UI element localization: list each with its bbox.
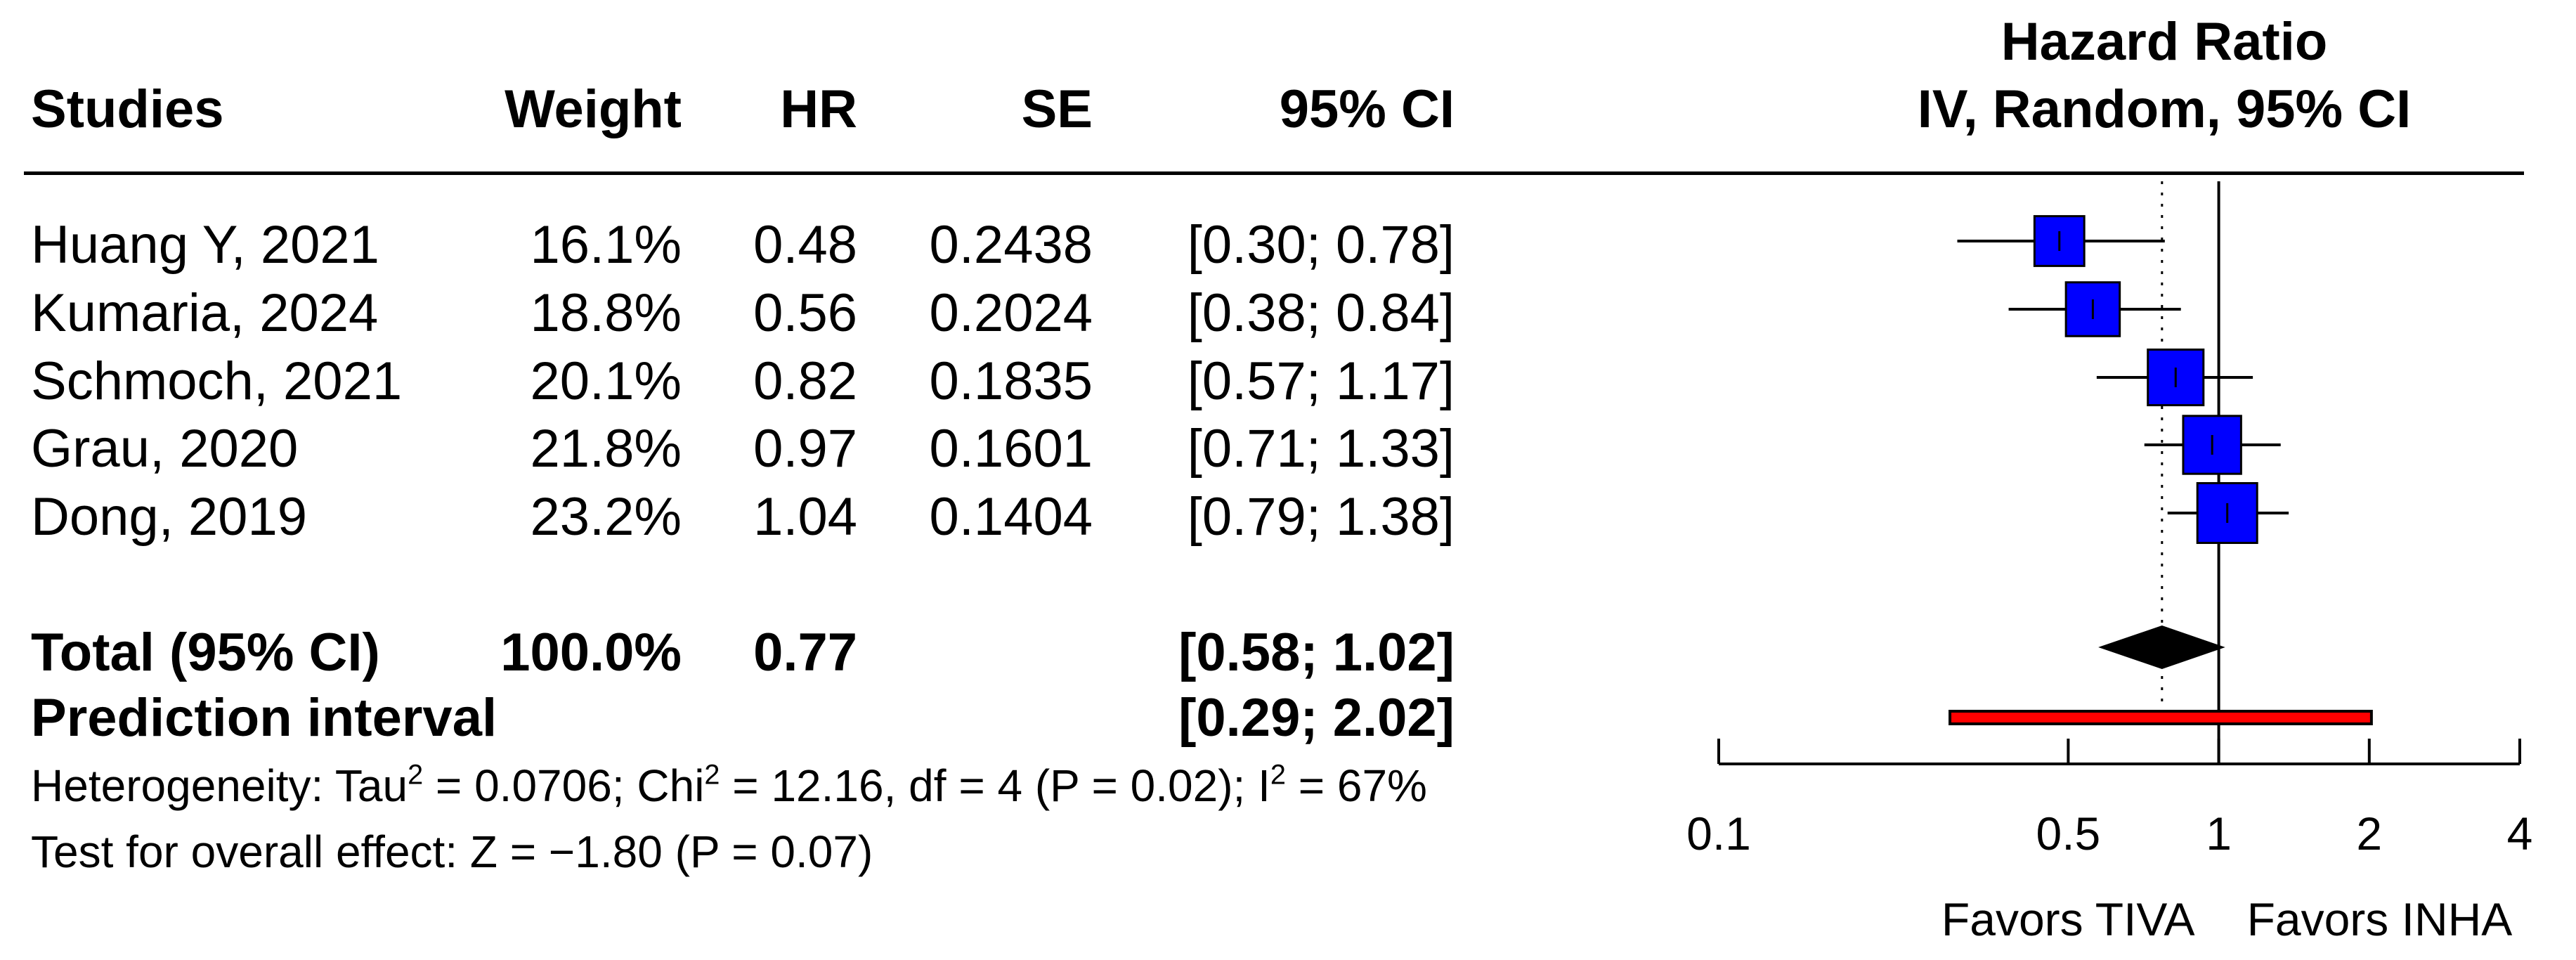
chi-value: = 12.16, df = 4 (P = 0.02); I [720, 760, 1270, 811]
study-box [2182, 415, 2242, 475]
header-weight: Weight [505, 79, 682, 139]
tau-value: = 0.0706; Chi [423, 760, 705, 811]
study-hr: 1.04 [753, 487, 857, 547]
pooled-diamond [2098, 625, 2225, 670]
plot-title-line-1: Hazard Ratio [2001, 12, 2328, 72]
study-hr: 0.97 [753, 419, 857, 479]
study-box [2033, 215, 2086, 267]
prediction-interval-bar [1949, 710, 2373, 725]
total-ci: [0.58; 1.02] [1178, 623, 1455, 682]
x-axis-tick-label: 2 [2356, 807, 2382, 860]
header-hr: HR [780, 79, 857, 139]
chi-exponent: 2 [704, 759, 720, 791]
x-axis-tick-label: 4 [2507, 807, 2533, 860]
study-weight: 16.1% [530, 215, 682, 275]
study-se: 0.1404 [929, 487, 1093, 547]
i-exponent: 2 [1270, 759, 1286, 791]
study-name: Huang Y, 2021 [31, 215, 379, 275]
prediction-label: Prediction interval [31, 688, 497, 748]
overall-effect-text: Test for overall effect: Z = −1.80 (P = … [31, 826, 873, 877]
study-weight: 21.8% [530, 419, 682, 479]
total-label: Total (95% CI) [31, 623, 380, 682]
study-se: 0.2438 [929, 215, 1093, 275]
study-box [2064, 281, 2121, 337]
study-weight: 23.2% [530, 487, 682, 547]
study-hr: 0.82 [753, 351, 857, 411]
study-se: 0.1601 [929, 419, 1093, 479]
study-name: Kumaria, 2024 [31, 283, 379, 343]
header-divider [24, 171, 2524, 175]
heterogeneity-text: Heterogeneity: Tau2 = 0.0706; Chi2 = 12.… [31, 760, 1427, 811]
study-se: 0.1835 [929, 351, 1093, 411]
tau-exponent: 2 [408, 759, 424, 791]
plot-title-line-2: IV, Random, 95% CI [1917, 79, 2412, 139]
favors-left-label: Favors TIVA [1941, 893, 2195, 945]
study-weight: 20.1% [530, 351, 682, 411]
prediction-ci: [0.29; 2.02] [1178, 688, 1455, 748]
total-weight: 100.0% [500, 623, 682, 682]
x-axis-tick-label: 0.5 [2036, 807, 2101, 860]
study-se: 0.2024 [929, 283, 1093, 343]
header-studies: Studies [31, 79, 224, 139]
study-name: Dong, 2019 [31, 487, 307, 547]
i-value: = 67% [1285, 760, 1427, 811]
x-axis-tick-label: 1 [2206, 807, 2232, 860]
favors-right-label: Favors INHA [2247, 893, 2513, 945]
study-hr: 0.48 [753, 215, 857, 275]
x-axis-tick-label: 0.1 [1686, 807, 1751, 860]
study-ci: [0.57; 1.17] [1187, 351, 1455, 411]
header-se: SE [1021, 79, 1093, 139]
study-ci: [0.30; 0.78] [1187, 215, 1455, 275]
heterogeneity-prefix: Heterogeneity: Tau [31, 760, 408, 811]
study-name: Grau, 2020 [31, 419, 299, 479]
header-ci: 95% CI [1279, 79, 1455, 139]
study-box [2196, 482, 2258, 544]
study-ci: [0.71; 1.33] [1187, 419, 1455, 479]
study-weight: 18.8% [530, 283, 682, 343]
study-hr: 0.56 [753, 283, 857, 343]
study-ci: [0.79; 1.38] [1187, 487, 1455, 547]
study-name: Schmoch, 2021 [31, 351, 403, 411]
total-hr: 0.77 [753, 623, 857, 682]
study-ci: [0.38; 0.84] [1187, 283, 1455, 343]
